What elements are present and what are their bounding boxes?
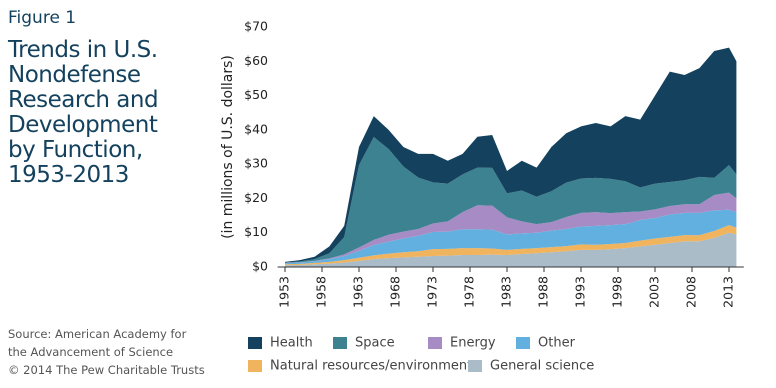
area xyxy=(285,209,737,265)
area xyxy=(285,47,737,263)
area xyxy=(285,232,737,267)
area xyxy=(285,192,737,264)
x-tick-label: 1993 xyxy=(573,276,588,308)
legend-label: Energy xyxy=(450,336,496,351)
x-tick-label: 1978 xyxy=(462,276,477,308)
y-tick-label: $10 xyxy=(244,224,268,239)
x-tick-label: 2013 xyxy=(721,276,736,308)
x-tick-label: 1963 xyxy=(351,276,366,308)
x-tick-label: 1983 xyxy=(499,276,514,308)
legend-label: Space xyxy=(355,336,395,351)
area xyxy=(285,225,737,266)
x-tick-label: 1998 xyxy=(610,276,625,308)
figure-label: Figure 1 xyxy=(8,8,77,28)
x-tick-label: 2008 xyxy=(684,276,699,308)
y-tick-label: $20 xyxy=(244,190,268,205)
source: Source: American Academy for the Advance… xyxy=(8,325,208,379)
legend-label: Health xyxy=(270,336,313,351)
legend-swatch xyxy=(333,337,347,349)
area xyxy=(285,137,737,263)
source-line: © 2014 The Pew Charitable Trusts xyxy=(8,363,205,377)
y-tick-label: $30 xyxy=(244,156,268,171)
x-tick-label: 1958 xyxy=(314,276,329,308)
legend-swatch xyxy=(248,337,262,349)
x-tick-label: 2003 xyxy=(647,276,662,308)
legend-label: Other xyxy=(538,336,576,351)
chart-title: Trends in U.S. Nondefense Research and D… xyxy=(8,37,159,188)
x-tick-label: 1968 xyxy=(388,276,403,308)
y-axis-label: (in millions of U.S. dollars) xyxy=(220,55,236,239)
y-tick-label: $70 xyxy=(244,19,268,34)
x-tick-label: 1953 xyxy=(277,276,292,308)
source-line: Source: American Academy for the Advance… xyxy=(8,327,187,359)
legend-label: General science xyxy=(490,359,594,374)
legend-label: Natural resources/environment xyxy=(270,359,472,374)
legend-swatch xyxy=(428,337,442,349)
y-tick-label: $50 xyxy=(244,87,268,102)
y-tick-label: $60 xyxy=(244,53,268,68)
legend-swatch xyxy=(516,337,530,349)
x-tick-label: 1988 xyxy=(536,276,551,308)
legend-swatch xyxy=(248,360,262,372)
y-tick-label: $40 xyxy=(244,121,268,136)
legend-swatch xyxy=(468,360,482,372)
y-tick-label: $0 xyxy=(252,259,268,274)
x-tick-label: 1973 xyxy=(425,276,440,308)
